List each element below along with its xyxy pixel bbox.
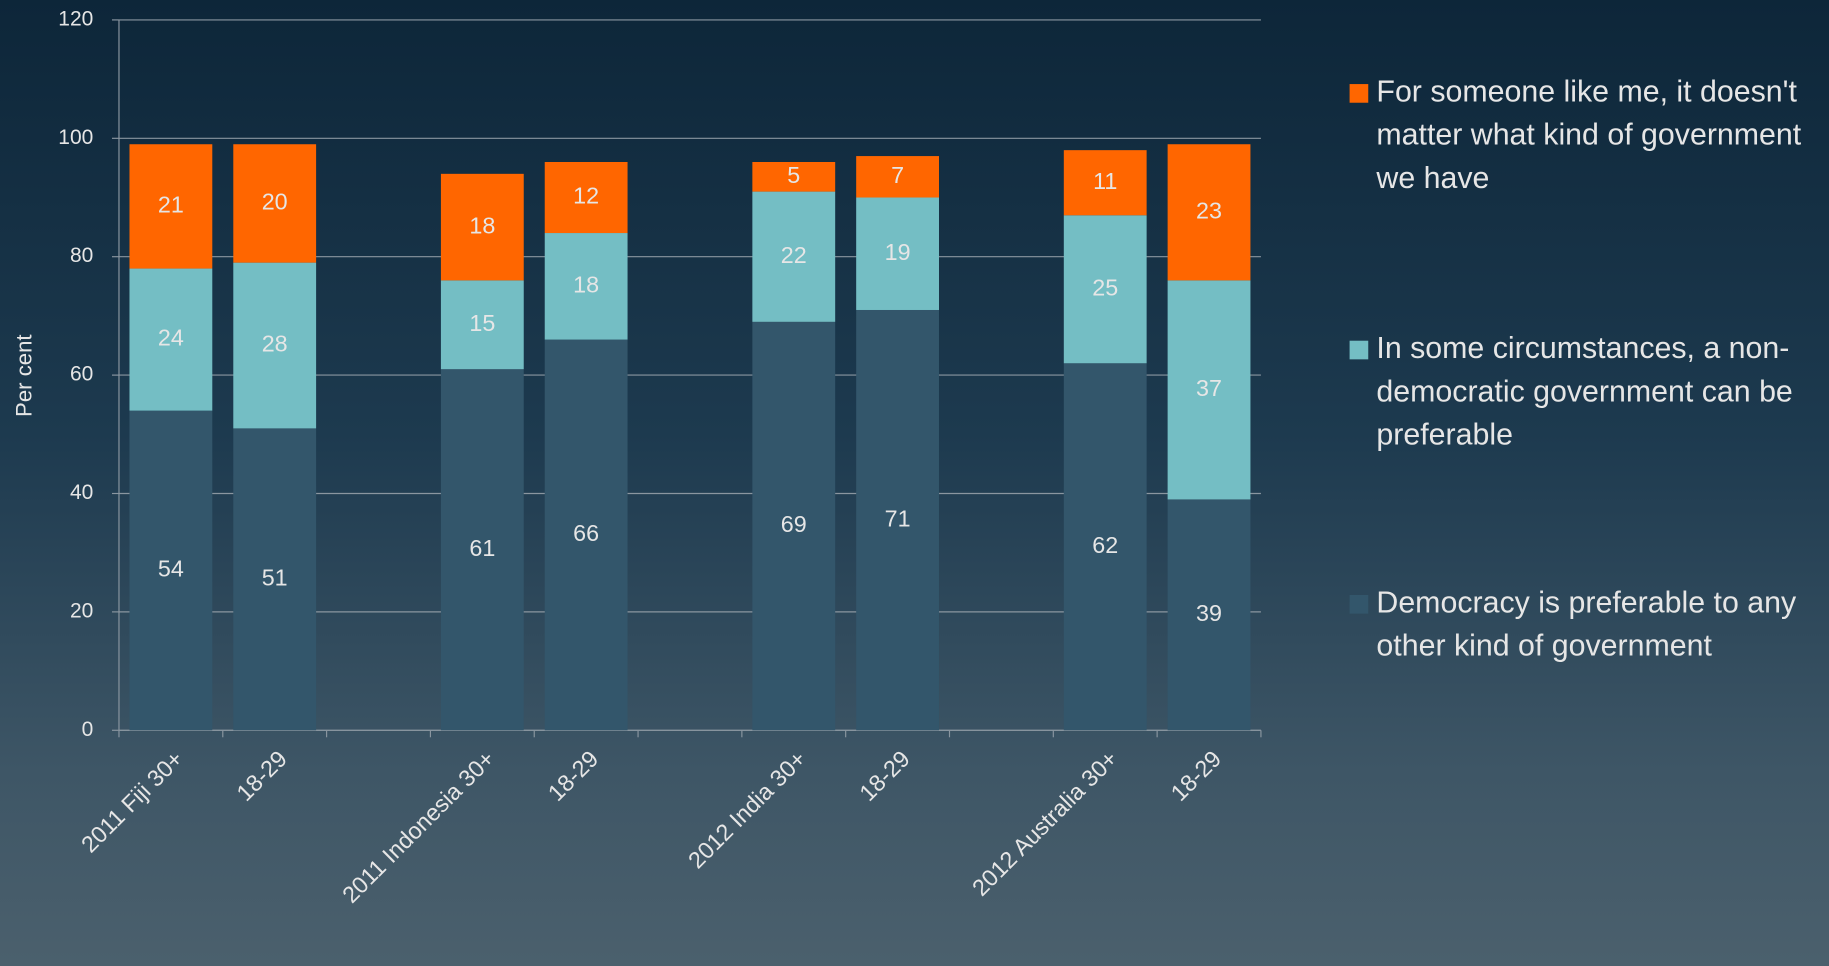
data-label: 24 — [158, 325, 184, 351]
data-label: 21 — [158, 192, 184, 218]
data-label: 51 — [262, 564, 288, 590]
y-tick-label: 100 — [58, 126, 93, 149]
bar-segment — [544, 339, 628, 731]
data-label: 71 — [885, 505, 911, 531]
bar-segment — [233, 262, 317, 429]
bar-segment — [440, 280, 524, 370]
legend-swatch — [1349, 340, 1369, 360]
data-label: 25 — [1092, 274, 1118, 300]
data-label: 28 — [262, 331, 288, 357]
legend-label: Democracy is preferable to any other kin… — [1376, 584, 1797, 663]
y-axis-label: Per cent — [12, 334, 37, 417]
data-label: 18 — [573, 271, 599, 297]
data-label: 37 — [1196, 375, 1222, 401]
bar-segment — [752, 191, 836, 322]
data-label: 12 — [573, 183, 599, 209]
legend-entry: In some circumstances, a non-democratic … — [1376, 330, 1793, 452]
data-label: 18 — [469, 212, 495, 238]
data-label: 61 — [469, 535, 495, 561]
bar-segment — [544, 161, 628, 234]
bar-segment — [129, 268, 213, 411]
data-label: 11 — [1093, 168, 1117, 194]
bar-segment — [440, 369, 524, 731]
data-label: 19 — [885, 239, 911, 265]
bar-segment — [440, 173, 524, 281]
bar-segment — [129, 410, 213, 731]
x-tick-label: 2012 Australia 30+ — [967, 745, 1122, 900]
bar-segment — [129, 144, 213, 269]
x-tick-label: 18-29 — [1166, 745, 1227, 806]
data-label: 39 — [1196, 600, 1222, 626]
data-label: 15 — [469, 310, 495, 336]
bar-segment — [1167, 144, 1251, 281]
legend-label: For someone like me, it doesn't matter w… — [1376, 73, 1802, 195]
data-label: 23 — [1196, 197, 1222, 223]
bar-segment — [233, 144, 317, 263]
y-tick-label: 120 — [58, 7, 93, 30]
data-label: 22 — [781, 242, 807, 268]
x-tick-label: 18-29 — [543, 745, 604, 806]
data-label: 7 — [891, 162, 904, 188]
bar-segment — [233, 428, 317, 731]
bar-segment — [752, 321, 836, 731]
legend-entry: Democracy is preferable to any other kin… — [1376, 584, 1797, 663]
x-tick-label: 18-29 — [854, 745, 915, 806]
y-tick-label: 40 — [70, 481, 93, 504]
data-label: 69 — [781, 511, 807, 537]
legend-label: In some circumstances, a non-democratic … — [1376, 330, 1793, 452]
data-label: 20 — [262, 189, 288, 215]
bar-segment — [544, 233, 628, 340]
bar-segment — [856, 309, 939, 731]
x-tick-label: 2012 India 30+ — [683, 745, 811, 873]
y-tick-label: 80 — [70, 244, 93, 267]
data-label: 62 — [1092, 532, 1118, 558]
data-label: 5 — [787, 162, 800, 188]
bar-segment — [856, 156, 939, 198]
x-tick-label: 2011 Fiji 30+ — [76, 745, 188, 857]
bar-segment — [752, 161, 836, 192]
bar-segment — [1063, 150, 1147, 216]
y-tick-label: 0 — [82, 718, 94, 741]
legend-entry: For someone like me, it doesn't matter w… — [1376, 73, 1802, 195]
bar-segment — [1167, 499, 1251, 731]
bar-segment — [1063, 363, 1147, 731]
bar-segment — [1063, 215, 1147, 364]
x-tick-label: 18-29 — [231, 745, 292, 806]
x-tick-label: 2011 Indonesia 30+ — [337, 745, 499, 907]
data-label: 54 — [158, 556, 184, 582]
legend-swatch — [1349, 594, 1369, 614]
bar-segment — [856, 197, 939, 310]
data-label: 66 — [573, 520, 599, 546]
bar-segment — [1167, 280, 1251, 500]
legend-swatch — [1349, 84, 1369, 103]
y-tick-label: 20 — [70, 599, 93, 622]
y-tick-label: 60 — [70, 363, 93, 386]
